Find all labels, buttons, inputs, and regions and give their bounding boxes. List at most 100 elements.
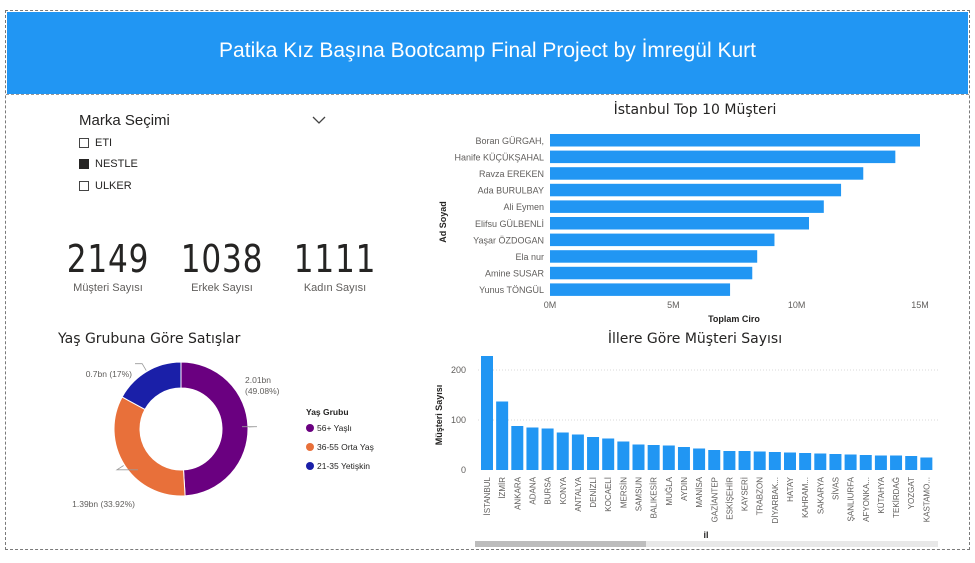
- bar: [693, 448, 706, 470]
- legend-label: 36-55 Orta Yaş: [317, 442, 374, 452]
- legend-title: Yaş Grubu: [306, 407, 349, 417]
- category-label: Boran GÜRGAH,: [475, 136, 544, 146]
- bar: [496, 401, 509, 470]
- header-divider: [6, 94, 969, 95]
- category-label: MERSİN: [619, 477, 628, 508]
- category-label: ŞANLIURFA: [847, 476, 856, 521]
- y-axis-label: Müşteri Sayısı: [434, 385, 444, 446]
- slicer-item-eti[interactable]: ETI: [79, 137, 112, 149]
- slicer-item-label: ETI: [95, 137, 113, 149]
- slicer-item-nestle[interactable]: NESTLE: [79, 158, 138, 170]
- category-label: HATAY: [786, 476, 795, 502]
- legend-label: 56+ Yaşlı: [317, 423, 352, 433]
- bar: [481, 356, 493, 470]
- category-label: Ela nur: [515, 252, 544, 262]
- horizontal-scrollbar[interactable]: [475, 541, 938, 547]
- donut-slice: [180, 361, 249, 497]
- category-label: Elifsu GÜLBENLİ: [475, 219, 544, 229]
- age-chart-title: Yaş Grubuna Göre Satışlar: [58, 331, 241, 347]
- bar: [571, 434, 584, 470]
- bar: [723, 451, 736, 470]
- bar: [768, 452, 781, 470]
- category-label: GAZİANTEP: [710, 477, 719, 522]
- x-tick-label: 15M: [911, 300, 929, 310]
- category-label: SAMSUN: [635, 477, 644, 511]
- x-axis-label: Toplam Ciro: [708, 314, 760, 324]
- category-label: AYDIN: [680, 477, 689, 501]
- bar: [526, 427, 539, 470]
- checkbox[interactable]: [79, 138, 89, 148]
- slicer-item-ulker[interactable]: ULKER: [79, 180, 132, 192]
- kpi-female: 1111 Kadın Sayısı: [275, 238, 395, 294]
- leader-line: [135, 363, 147, 371]
- category-label: MUĞLA: [665, 476, 674, 505]
- category-label: AFYONKA...: [862, 477, 871, 522]
- category-label: Ali Eymen: [503, 202, 544, 212]
- checkbox[interactable]: [79, 181, 89, 191]
- category-label: ESKİŞEHİR: [725, 477, 734, 520]
- category-label: Amine SUSAR: [485, 269, 545, 279]
- y-tick-label: 200: [451, 365, 466, 375]
- legend-marker: [306, 424, 314, 432]
- bar: [550, 200, 824, 213]
- category-label: İZMİR: [498, 477, 507, 499]
- scrollbar-thumb[interactable]: [475, 541, 646, 547]
- bar: [799, 453, 812, 470]
- bar: [602, 438, 615, 470]
- bar: [550, 183, 842, 197]
- data-label: (49.08%): [245, 386, 280, 396]
- category-label: BURSA: [544, 476, 553, 504]
- y-tick-label: 100: [451, 415, 466, 425]
- category-label: TRABZON: [756, 477, 765, 515]
- bar: [550, 217, 809, 230]
- bar: [550, 134, 920, 147]
- bar: [859, 455, 872, 470]
- y-axis-label: Ad Soyad: [438, 201, 448, 243]
- category-label: MANİSA: [695, 476, 704, 507]
- donut-slice: [121, 361, 182, 411]
- bar: [844, 454, 857, 470]
- bar: [890, 455, 903, 470]
- report-frame: [5, 10, 970, 550]
- bar: [511, 426, 524, 470]
- bar: [784, 452, 796, 470]
- bar: [708, 450, 721, 470]
- slicer-item-label: NESTLE: [95, 158, 138, 170]
- bar: [556, 432, 569, 470]
- x-tick-label: 0M: [544, 300, 557, 310]
- category-label: KONYA: [559, 476, 568, 504]
- age-group-donut-chart: 2.01bn(49.08%) 1.39bn (33.92%) 0.7bn (17%)…: [72, 361, 374, 509]
- data-label: 2.01bn: [245, 375, 271, 385]
- city-customers-chart: 0 100 200 İSTANBUL İZMİR ANKARA ADANA BURSA KONY…: [434, 356, 938, 540]
- kpi-label: Erkek Sayısı: [191, 282, 253, 294]
- bar: [550, 283, 731, 296]
- bar: [905, 456, 918, 470]
- kpi-value: 2149: [66, 237, 150, 281]
- bar: [647, 445, 660, 470]
- category-label: Yunus TÖNGÜL: [479, 285, 544, 295]
- kpi-label: Kadın Sayısı: [303, 282, 367, 294]
- slicer-item-label: ULKER: [95, 180, 132, 192]
- category-label: ANKARA: [513, 476, 522, 510]
- report-title: Patika Kız Başına Bootcamp Final Project…: [219, 39, 756, 62]
- bar: [829, 454, 842, 470]
- bar: [550, 233, 775, 247]
- brand-slicer-title: Marka Seçimi: [79, 112, 170, 129]
- category-label: DENİZLİ: [589, 477, 598, 508]
- checkbox[interactable]: [79, 159, 89, 169]
- category-label: DİYARBAK...: [771, 477, 780, 524]
- chevron-down-icon[interactable]: [311, 112, 327, 128]
- category-label: SİVAS: [831, 477, 840, 500]
- category-label: KAHRAM...: [801, 477, 810, 518]
- category-label: ADANA: [528, 476, 537, 504]
- legend-label: 21-35 Yetişkin: [317, 461, 370, 471]
- legend-marker: [306, 462, 314, 470]
- category-label: İSTANBUL: [483, 476, 492, 515]
- category-label: ANTALYA: [574, 476, 583, 511]
- city-chart-title: İllere Göre Müşteri Sayısı: [607, 331, 783, 347]
- x-tick-label: 5M: [667, 300, 680, 310]
- category-label: Ravza EREKEN: [479, 169, 544, 179]
- category-label: Hanife KÜÇÜKŞAHAL: [454, 152, 544, 162]
- data-label: 0.7bn (17%): [86, 369, 132, 379]
- data-label: 1.39bn (33.92%): [72, 499, 135, 509]
